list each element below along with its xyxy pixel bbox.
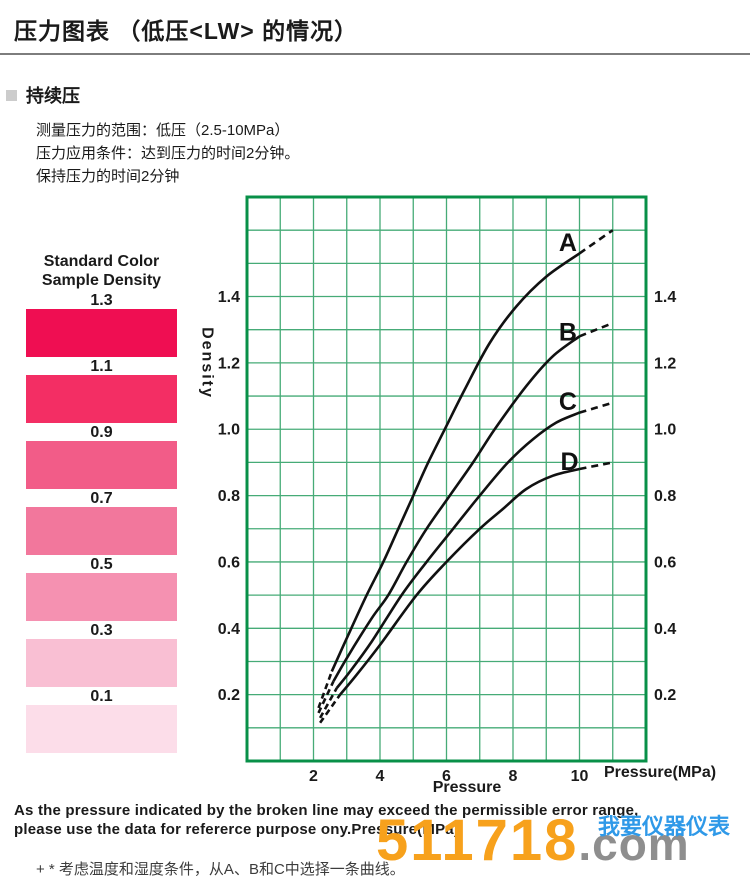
curve-B-dashed-end bbox=[579, 321, 614, 338]
sample-density-label: 0.9 bbox=[90, 424, 113, 441]
watermark-digits: 511718 bbox=[376, 808, 579, 873]
curve-A-dashed-end bbox=[578, 229, 614, 255]
curve-B-dashed-start bbox=[317, 680, 335, 714]
title-divider bbox=[0, 53, 750, 55]
curve-C bbox=[335, 411, 581, 689]
y-tick-label-right: 1.0 bbox=[654, 422, 676, 439]
sample-density-label: 0.1 bbox=[90, 688, 113, 705]
y-tick-label-left: 0.6 bbox=[218, 554, 240, 571]
curve-B bbox=[332, 335, 581, 683]
watermark: 511718 .com bbox=[376, 812, 690, 870]
color-swatch-0.1 bbox=[26, 705, 177, 753]
curve-D bbox=[339, 467, 580, 696]
curve-A bbox=[330, 252, 581, 672]
color-swatch-0.5 bbox=[26, 573, 177, 621]
condition-line-3: 保持压力的时间2分钟 bbox=[36, 168, 180, 185]
condition-line-2: 压力应用条件：达到压力的时间2分钟。 bbox=[36, 145, 300, 162]
section-header: 持续压 bbox=[6, 82, 80, 108]
pressure-density-chart: A B C D 2 4 6 8 10 0.2 0.2 0.4 0.4 0.6 0.6 0.8 0.8 1.0 1.0… bbox=[199, 195, 716, 796]
y-tick-label-left: 0.2 bbox=[218, 687, 240, 704]
x-axis-label: Pressure bbox=[433, 779, 502, 796]
curve-D-dashed-end bbox=[579, 461, 614, 471]
sample-density-label: 1.3 bbox=[90, 292, 113, 309]
y-tick-label-right: 1.2 bbox=[654, 355, 676, 372]
curve-D-dashed-start bbox=[319, 693, 342, 724]
y-tick-label-left: 1.4 bbox=[218, 289, 240, 306]
x-tick-label: 8 bbox=[509, 768, 518, 785]
sample-density-label: 0.3 bbox=[90, 622, 113, 639]
y-tick-label-left: 1.0 bbox=[218, 422, 240, 439]
color-swatch-1.1 bbox=[26, 375, 177, 423]
y-tick-label-right: 1.4 bbox=[654, 289, 676, 306]
footer-note-line2: please use the data for refererce purpos… bbox=[14, 821, 460, 838]
y-axis-label: Density bbox=[199, 327, 216, 399]
curve-label-B: B bbox=[559, 318, 577, 346]
curve-A-dashed-start bbox=[317, 670, 334, 709]
y-tick-label-right: 0.8 bbox=[654, 488, 676, 505]
curve-label-D: D bbox=[560, 448, 578, 476]
section-bullet-icon bbox=[6, 89, 17, 101]
color-swatch-1.3 bbox=[26, 309, 177, 357]
y-tick-label-left: 1.2 bbox=[218, 355, 240, 372]
section-label: 持续压 bbox=[26, 86, 80, 106]
plot-border bbox=[245, 195, 648, 763]
page-title: 压力图表 （低压<LW> 的情况） bbox=[14, 18, 359, 44]
color-swatch-0.9 bbox=[26, 441, 177, 489]
watermark-tld: .com bbox=[578, 818, 690, 870]
x-tick-label: 4 bbox=[376, 768, 385, 785]
color-swatch-0.7 bbox=[26, 507, 177, 555]
y-tick-label-right: 0.2 bbox=[654, 687, 676, 704]
curve-C-dashed-end bbox=[579, 401, 614, 414]
x-tick-label: 2 bbox=[309, 768, 318, 785]
y-tick-label-left: 0.8 bbox=[218, 488, 240, 505]
pressure-conditions: 测量压力的范围：低压（2.5-10MPa） 压力应用条件：达到压力的时间2分钟。… bbox=[36, 119, 299, 188]
watermark-site-name: 我要仪器仪表 bbox=[598, 814, 731, 839]
curve-C-dashed-start bbox=[318, 687, 338, 719]
curve-selection-footnote: + * 考虑温度和湿度条件，从A、B和C中选择一条曲线。 bbox=[36, 861, 405, 878]
y-tick-label-left: 0.4 bbox=[218, 621, 240, 638]
color-samples-title-line2: Sample Density bbox=[41, 272, 162, 289]
curve-label-C: C bbox=[559, 388, 577, 416]
color-samples-title: Standard Color Sample Density bbox=[26, 252, 177, 290]
sample-density-label: 1.1 bbox=[90, 358, 113, 375]
color-swatch-0.3 bbox=[26, 639, 177, 687]
y-tick-label-right: 0.4 bbox=[654, 621, 676, 638]
curve-label-A: A bbox=[559, 229, 577, 257]
y-tick-label-right: 0.6 bbox=[654, 554, 676, 571]
color-samples-title-line1: Standard Color bbox=[43, 253, 160, 270]
sample-density-label: 0.7 bbox=[90, 490, 113, 507]
x-tick-label: 6 bbox=[442, 768, 451, 785]
sample-density-label: 0.5 bbox=[90, 556, 113, 573]
x-axis-unit-label: Pressure(MPa) bbox=[604, 764, 716, 781]
x-tick-label: 10 bbox=[571, 768, 589, 785]
condition-line-1: 测量压力的范围：低压（2.5-10MPa） bbox=[36, 122, 290, 139]
footer-note-line1: As the pressure indicated by the broken … bbox=[14, 802, 639, 819]
